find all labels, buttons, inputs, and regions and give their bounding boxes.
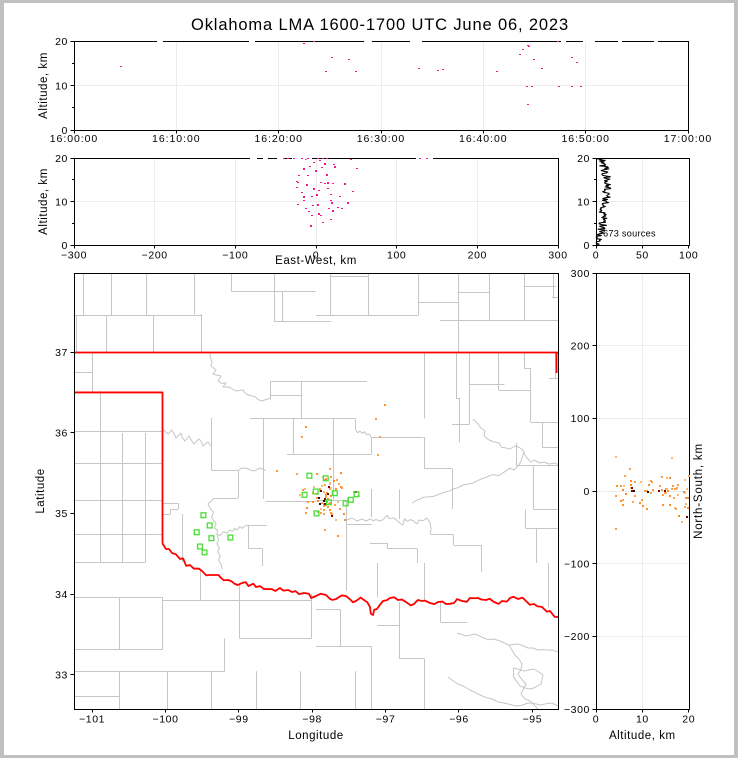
svg-text:0: 0 [593,250,599,262]
svg-text:−300: −300 [564,704,590,716]
svg-text:200: 200 [468,250,487,262]
svg-text:16:10:00: 16:10:00 [152,133,200,145]
svg-text:16:30:00: 16:30:00 [357,133,405,145]
svg-text:100: 100 [387,250,406,262]
svg-text:Latitude: Latitude [35,468,47,513]
svg-text:Altitude, km: Altitude, km [38,52,50,119]
svg-text:16:20:00: 16:20:00 [254,133,302,145]
svg-text:−99: −99 [229,714,249,726]
svg-text:−95: −95 [523,714,543,726]
svg-text:10: 10 [55,80,68,92]
svg-text:−97: −97 [376,714,396,726]
svg-text:−98: −98 [302,714,322,726]
svg-text:−100: −100 [222,250,248,262]
svg-text:−300: −300 [61,250,87,262]
svg-text:34: 34 [55,589,68,601]
svg-text:−100: −100 [564,559,590,571]
svg-text:0: 0 [62,240,68,252]
svg-text:10: 10 [55,196,68,208]
svg-text:10: 10 [577,196,590,208]
svg-text:Altitude, km: Altitude, km [609,730,676,742]
svg-text:20: 20 [55,36,68,48]
svg-text:16:00:00: 16:00:00 [50,133,98,145]
svg-text:Altitude, km: Altitude, km [38,168,50,235]
svg-text:10: 10 [636,714,649,726]
svg-text:−100: −100 [152,714,178,726]
svg-text:−200: −200 [142,250,168,262]
svg-text:17:00:00: 17:00:00 [664,133,712,145]
svg-text:16:40:00: 16:40:00 [459,133,507,145]
svg-text:50: 50 [636,250,649,262]
svg-text:300: 300 [548,250,567,262]
svg-text:20: 20 [682,714,695,726]
svg-text:0: 0 [593,714,599,726]
svg-text:0: 0 [584,240,590,252]
svg-text:37: 37 [55,347,68,359]
svg-text:35: 35 [55,508,68,520]
svg-text:100: 100 [679,250,698,262]
svg-text:0: 0 [313,250,319,262]
svg-text:0: 0 [584,486,590,498]
svg-text:20: 20 [577,153,590,165]
svg-text:−96: −96 [449,714,469,726]
svg-text:0: 0 [62,125,68,137]
svg-text:16:50:00: 16:50:00 [561,133,609,145]
svg-text:East-West, km: East-West, km [275,255,357,267]
svg-text:−101: −101 [79,714,105,726]
svg-text:673 sources: 673 sources [603,229,656,239]
svg-text:20: 20 [55,153,68,165]
svg-text:North-South, km: North-South, km [693,443,705,539]
svg-text:33: 33 [55,670,68,682]
svg-text:300: 300 [571,268,590,280]
svg-text:200: 200 [571,341,590,353]
svg-text:100: 100 [571,413,590,425]
svg-text:Oklahoma LMA 1600-1700 UTC Jun: Oklahoma LMA 1600-1700 UTC June 06, 2023 [191,16,569,34]
svg-text:−200: −200 [564,631,590,643]
svg-text:36: 36 [55,428,68,440]
svg-text:Longitude: Longitude [288,730,343,742]
